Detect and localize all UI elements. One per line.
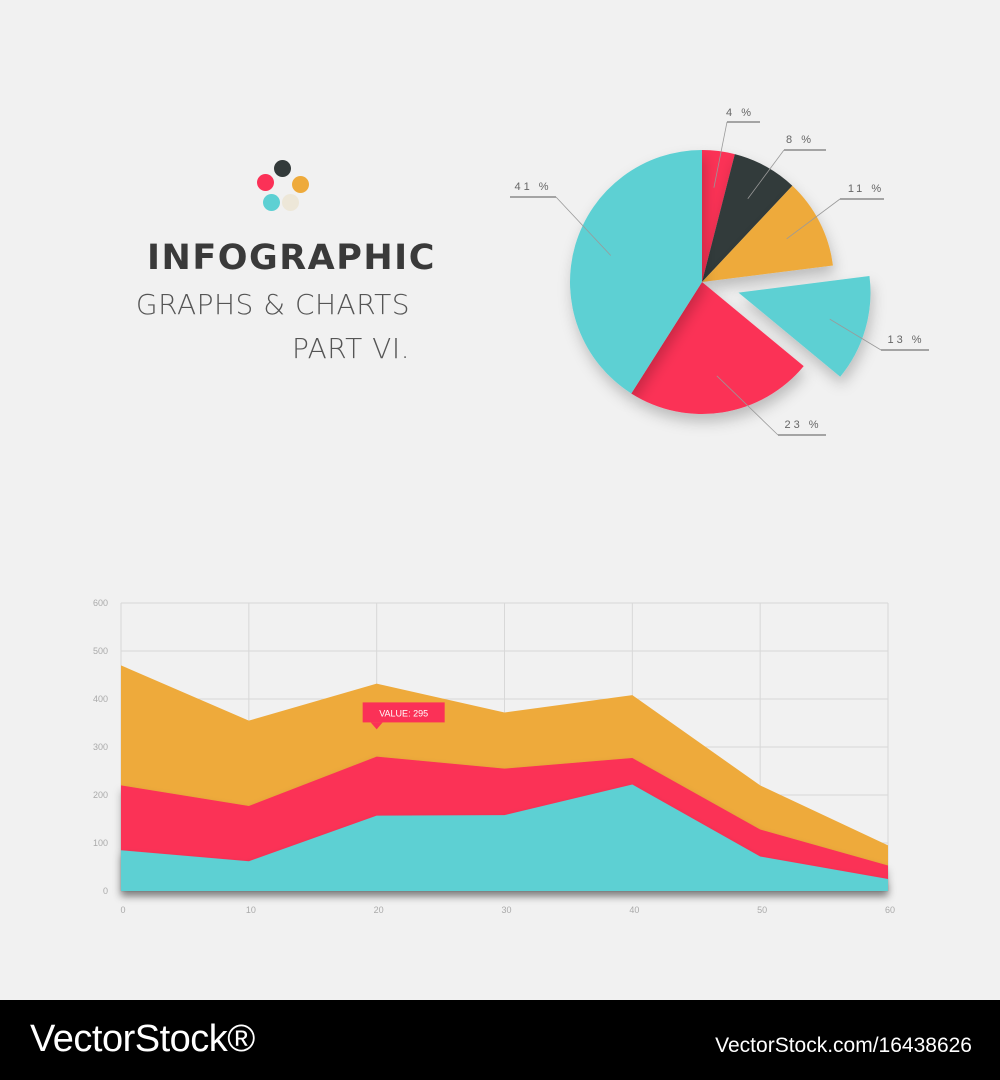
pie-slice-label: 11 % xyxy=(848,183,884,195)
pie-leader-line xyxy=(747,149,785,199)
pie-slice xyxy=(702,185,833,282)
x-tick-label: 30 xyxy=(501,905,511,915)
pie-leader-line xyxy=(829,318,882,351)
page-subtitle-line1: GRAPHS & CHARTS xyxy=(135,288,410,321)
logo-dot-pink xyxy=(257,174,274,191)
page-title: INFOGRAPHIC xyxy=(147,238,436,278)
pie-chart: 4 % 8 % 11 % 13 % 23 % 41 % xyxy=(510,107,929,436)
area-chart: 0 100 200 300 400 500 600 0 10 20 30 40 50 60 VALUE: 2… xyxy=(93,598,895,915)
pie-slice xyxy=(702,154,793,282)
y-tick-label: 500 xyxy=(93,646,108,656)
page-subtitle-line2: PART VI. xyxy=(292,332,410,365)
x-tick-label: 0 xyxy=(120,905,125,915)
x-tick-label: 40 xyxy=(629,905,639,915)
x-tick-label: 50 xyxy=(757,905,767,915)
logo-dot-dark xyxy=(274,160,291,177)
pie-slice xyxy=(702,150,735,282)
logo-dot-cream xyxy=(282,194,299,211)
watermark-brand: VectorStock® xyxy=(30,1018,255,1060)
pie-slice-label: 8 % xyxy=(786,134,814,146)
pie-slice-label: 13 % xyxy=(887,334,924,346)
pie-slice xyxy=(738,276,871,377)
watermark-url: VectorStock.com/16438626 xyxy=(715,1034,972,1057)
value-tooltip: VALUE: 295 xyxy=(362,702,445,730)
watermark-bar: VectorStock® VectorStock.com/16438626 xyxy=(0,1000,1000,1080)
x-tick-label: 10 xyxy=(246,905,256,915)
pie-slice xyxy=(631,282,804,414)
pie-leader-line xyxy=(713,121,728,188)
tooltip-text: VALUE: 295 xyxy=(379,708,428,718)
logo-dot-turquoise xyxy=(263,194,280,211)
pie-leader-line xyxy=(716,375,779,436)
x-tick-label: 60 xyxy=(885,905,895,915)
area-series xyxy=(121,784,888,891)
infographic-logo xyxy=(252,160,312,216)
logo-dot-orange xyxy=(292,176,309,193)
y-tick-label: 400 xyxy=(93,694,108,704)
pie-slice-label: 41 % xyxy=(514,181,551,193)
y-tick-label: 600 xyxy=(93,598,108,608)
x-tick-label: 20 xyxy=(374,905,384,915)
y-tick-label: 300 xyxy=(93,742,108,752)
pie-leader-line xyxy=(786,198,841,240)
tooltip-pointer xyxy=(370,722,383,730)
y-tick-label: 100 xyxy=(93,838,108,848)
tooltip-box xyxy=(362,702,445,723)
y-tick-label: 200 xyxy=(93,790,108,800)
pie-slice-label: 23 % xyxy=(784,419,821,431)
y-tick-label: 0 xyxy=(103,886,108,896)
pie-slice xyxy=(570,150,702,394)
pie-slice-label: 4 % xyxy=(726,107,754,119)
pie-leader-line xyxy=(555,196,612,256)
